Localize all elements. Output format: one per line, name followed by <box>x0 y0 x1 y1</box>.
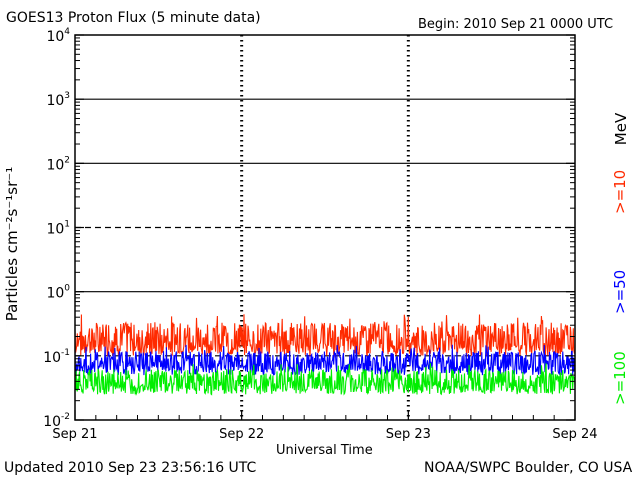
legend-unit-mev: MeV <box>612 112 630 146</box>
y-tick-label: 104 <box>46 27 70 45</box>
y-tick-label: 100 <box>46 284 70 302</box>
chart-title: GOES13 Proton Flux (5 minute data) <box>6 10 261 26</box>
x-tick-label: Sep 21 <box>52 427 97 442</box>
y-tick-label: 10-1 <box>43 348 70 366</box>
legend-series-ge50: >=50 <box>611 269 629 314</box>
series-line-ge100 <box>74 362 576 396</box>
updated-timestamp: Updated 2010 Sep 23 23:56:16 UTC <box>4 460 257 476</box>
series-line-ge50 <box>74 344 576 376</box>
y-tick-label: 102 <box>46 155 70 173</box>
x-axis-label: Universal Time <box>276 443 373 458</box>
x-tick-label: Sep 23 <box>386 427 431 442</box>
data-credit: NOAA/SWPC Boulder, CO USA <box>424 460 633 476</box>
series-line-ge10 <box>74 314 576 358</box>
y-tick-label: 10-2 <box>43 412 70 430</box>
x-tick-label: Sep 24 <box>552 427 597 442</box>
begin-time-label: Begin: 2010 Sep 21 0000 UTC <box>418 17 614 32</box>
y-tick-label: 103 <box>46 91 70 109</box>
legend-series-ge100: >=100 <box>611 351 629 405</box>
legend-series-ge10: >=10 <box>611 169 629 214</box>
series-layer <box>74 314 576 396</box>
x-tick-label: Sep 22 <box>219 427 264 442</box>
y-tick-label: 101 <box>46 220 70 238</box>
y-axis-label: Particles cm⁻²s⁻¹sr⁻¹ <box>3 166 21 322</box>
